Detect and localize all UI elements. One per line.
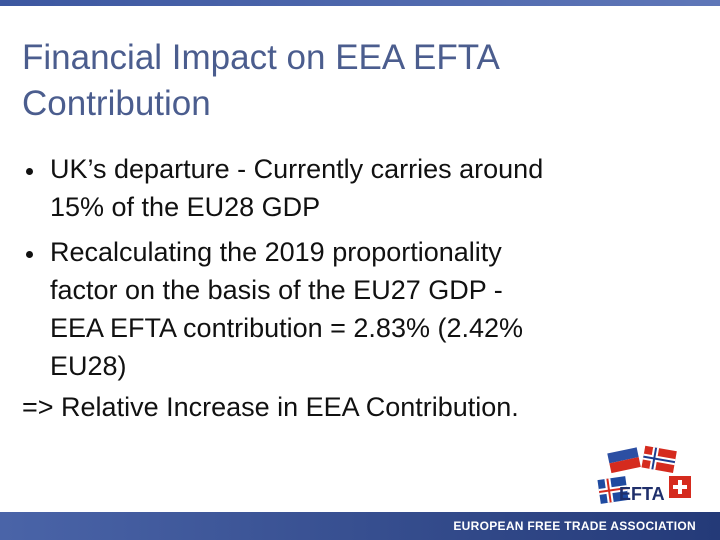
footer-text: EUROPEAN FREE TRADE ASSOCIATION: [453, 519, 696, 533]
bullet-text: Recalculating the 2019 proportionality: [50, 237, 502, 267]
conclusion: => Relative Increase in EEA Contribution…: [22, 392, 519, 422]
bullet-text: EU28): [50, 351, 127, 381]
bullet-text: 15% of the EU28 GDP: [50, 192, 321, 222]
bullet-text: UK’s departure - Currently carries aroun…: [50, 154, 544, 184]
bullet-text: factor on the basis of the EU27 GDP -: [50, 275, 503, 305]
title-line: Financial Impact on EEA EFTA: [22, 38, 500, 77]
footer-bar: [0, 512, 720, 540]
logo-text: EFTA: [619, 484, 665, 504]
top-stripe: [0, 0, 720, 6]
flag-liechtenstein: [607, 447, 641, 474]
flag-iceland: [597, 476, 629, 504]
flag-norway: [641, 445, 677, 473]
title-line: Contribution: [22, 84, 211, 123]
bullet-dot: [26, 251, 33, 258]
flag-switzerland: [669, 476, 691, 498]
efta-logo: EFTA: [597, 445, 691, 504]
bullet-text: EEA EFTA contribution = 2.83% (2.42%: [50, 313, 524, 343]
bullet-dot: [26, 168, 33, 175]
